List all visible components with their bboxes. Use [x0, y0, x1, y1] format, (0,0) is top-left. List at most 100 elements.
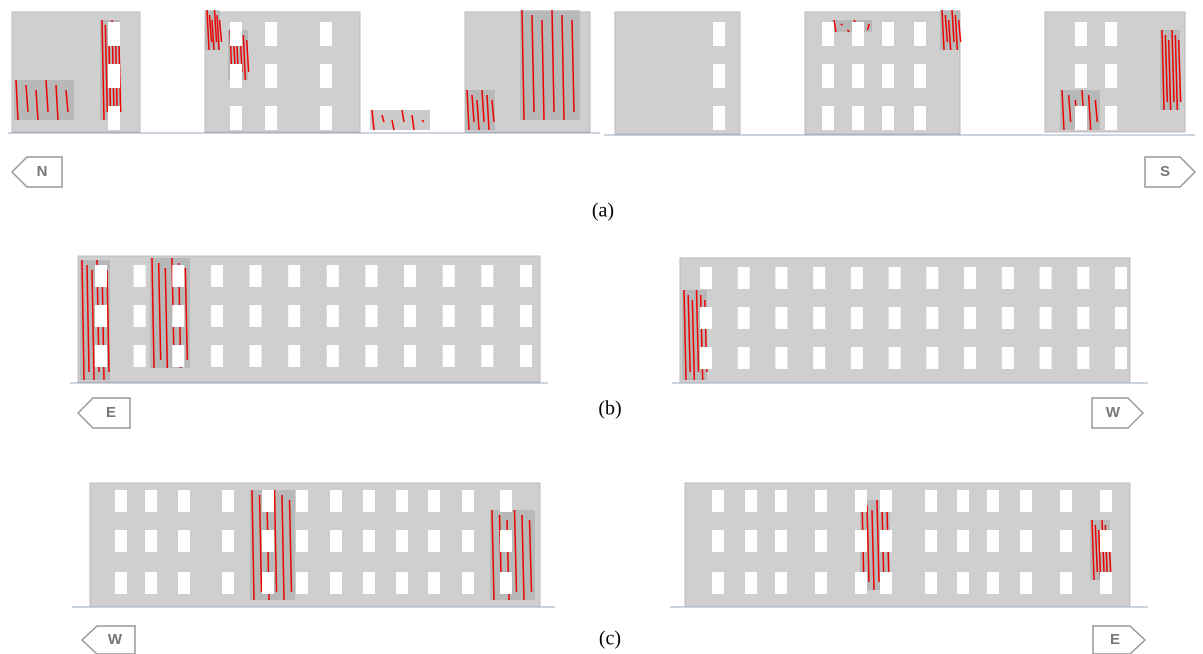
window — [296, 490, 308, 512]
direction-label: E — [1110, 631, 1120, 648]
crack — [871, 509, 875, 591]
crack — [957, 19, 962, 43]
crack — [683, 289, 687, 381]
window — [249, 265, 262, 287]
window — [822, 106, 834, 130]
crack — [1061, 89, 1065, 131]
window — [326, 305, 339, 327]
crack — [947, 19, 952, 51]
crack — [531, 14, 535, 113]
window — [926, 307, 939, 329]
window — [1020, 572, 1032, 594]
window — [888, 347, 901, 369]
damage-zone — [370, 110, 430, 130]
direction-tag — [76, 397, 131, 429]
window — [925, 530, 937, 552]
crack — [551, 9, 555, 113]
crack — [561, 14, 565, 121]
crack — [486, 94, 490, 131]
window — [1077, 267, 1090, 289]
window — [230, 22, 242, 46]
window — [745, 530, 757, 552]
window — [880, 490, 892, 512]
crack — [104, 24, 109, 113]
window — [713, 22, 725, 46]
window — [326, 265, 339, 287]
window — [964, 267, 977, 289]
window — [1100, 530, 1112, 552]
direction-tag — [10, 156, 63, 188]
crack — [288, 499, 293, 593]
window — [108, 22, 120, 46]
crack — [491, 99, 495, 123]
direction-tag — [1144, 156, 1197, 188]
window — [172, 345, 185, 367]
window — [230, 64, 242, 88]
window — [850, 267, 863, 289]
window — [481, 265, 494, 287]
window — [1075, 22, 1087, 46]
window — [442, 345, 455, 367]
crack — [371, 109, 375, 131]
window — [700, 347, 712, 369]
window — [882, 106, 894, 130]
window — [145, 490, 157, 512]
crack — [101, 19, 105, 121]
window — [363, 490, 375, 512]
crack — [245, 39, 250, 73]
window — [133, 345, 146, 367]
window — [262, 572, 274, 594]
window — [914, 106, 926, 130]
window — [265, 106, 277, 130]
facade — [77, 255, 541, 383]
crack — [213, 9, 218, 43]
window — [850, 307, 863, 329]
crack — [1091, 519, 1095, 581]
window — [320, 64, 332, 88]
window — [745, 490, 757, 512]
damage-zone — [14, 80, 74, 120]
window — [326, 345, 339, 367]
window — [1060, 572, 1072, 594]
window — [1060, 530, 1072, 552]
window — [1105, 106, 1117, 130]
window — [500, 572, 512, 594]
crack — [1164, 34, 1169, 103]
window — [210, 345, 223, 367]
window — [813, 267, 826, 289]
window — [1020, 490, 1032, 512]
window — [1039, 267, 1052, 289]
crack — [687, 294, 691, 373]
window — [964, 347, 977, 369]
window — [115, 572, 127, 594]
window — [442, 305, 455, 327]
direction-label: S — [1160, 163, 1170, 180]
crack — [466, 89, 470, 131]
window — [363, 530, 375, 552]
window — [365, 265, 378, 287]
window — [964, 307, 977, 329]
crack — [1087, 94, 1092, 131]
crack — [251, 489, 255, 601]
window — [855, 490, 867, 512]
window — [852, 106, 864, 130]
crack — [866, 504, 870, 583]
window — [330, 490, 342, 512]
window — [520, 345, 532, 367]
window — [1115, 267, 1127, 289]
window — [95, 265, 107, 287]
window — [914, 22, 926, 46]
window — [172, 265, 185, 287]
window — [700, 267, 712, 289]
window — [1001, 267, 1014, 289]
window — [957, 530, 969, 552]
window — [262, 490, 274, 512]
crack — [521, 514, 525, 601]
window — [442, 265, 455, 287]
window — [1020, 530, 1032, 552]
window — [396, 572, 408, 594]
crack — [106, 269, 110, 373]
damage-zone — [520, 10, 580, 120]
crack — [208, 14, 213, 43]
window — [775, 267, 788, 289]
